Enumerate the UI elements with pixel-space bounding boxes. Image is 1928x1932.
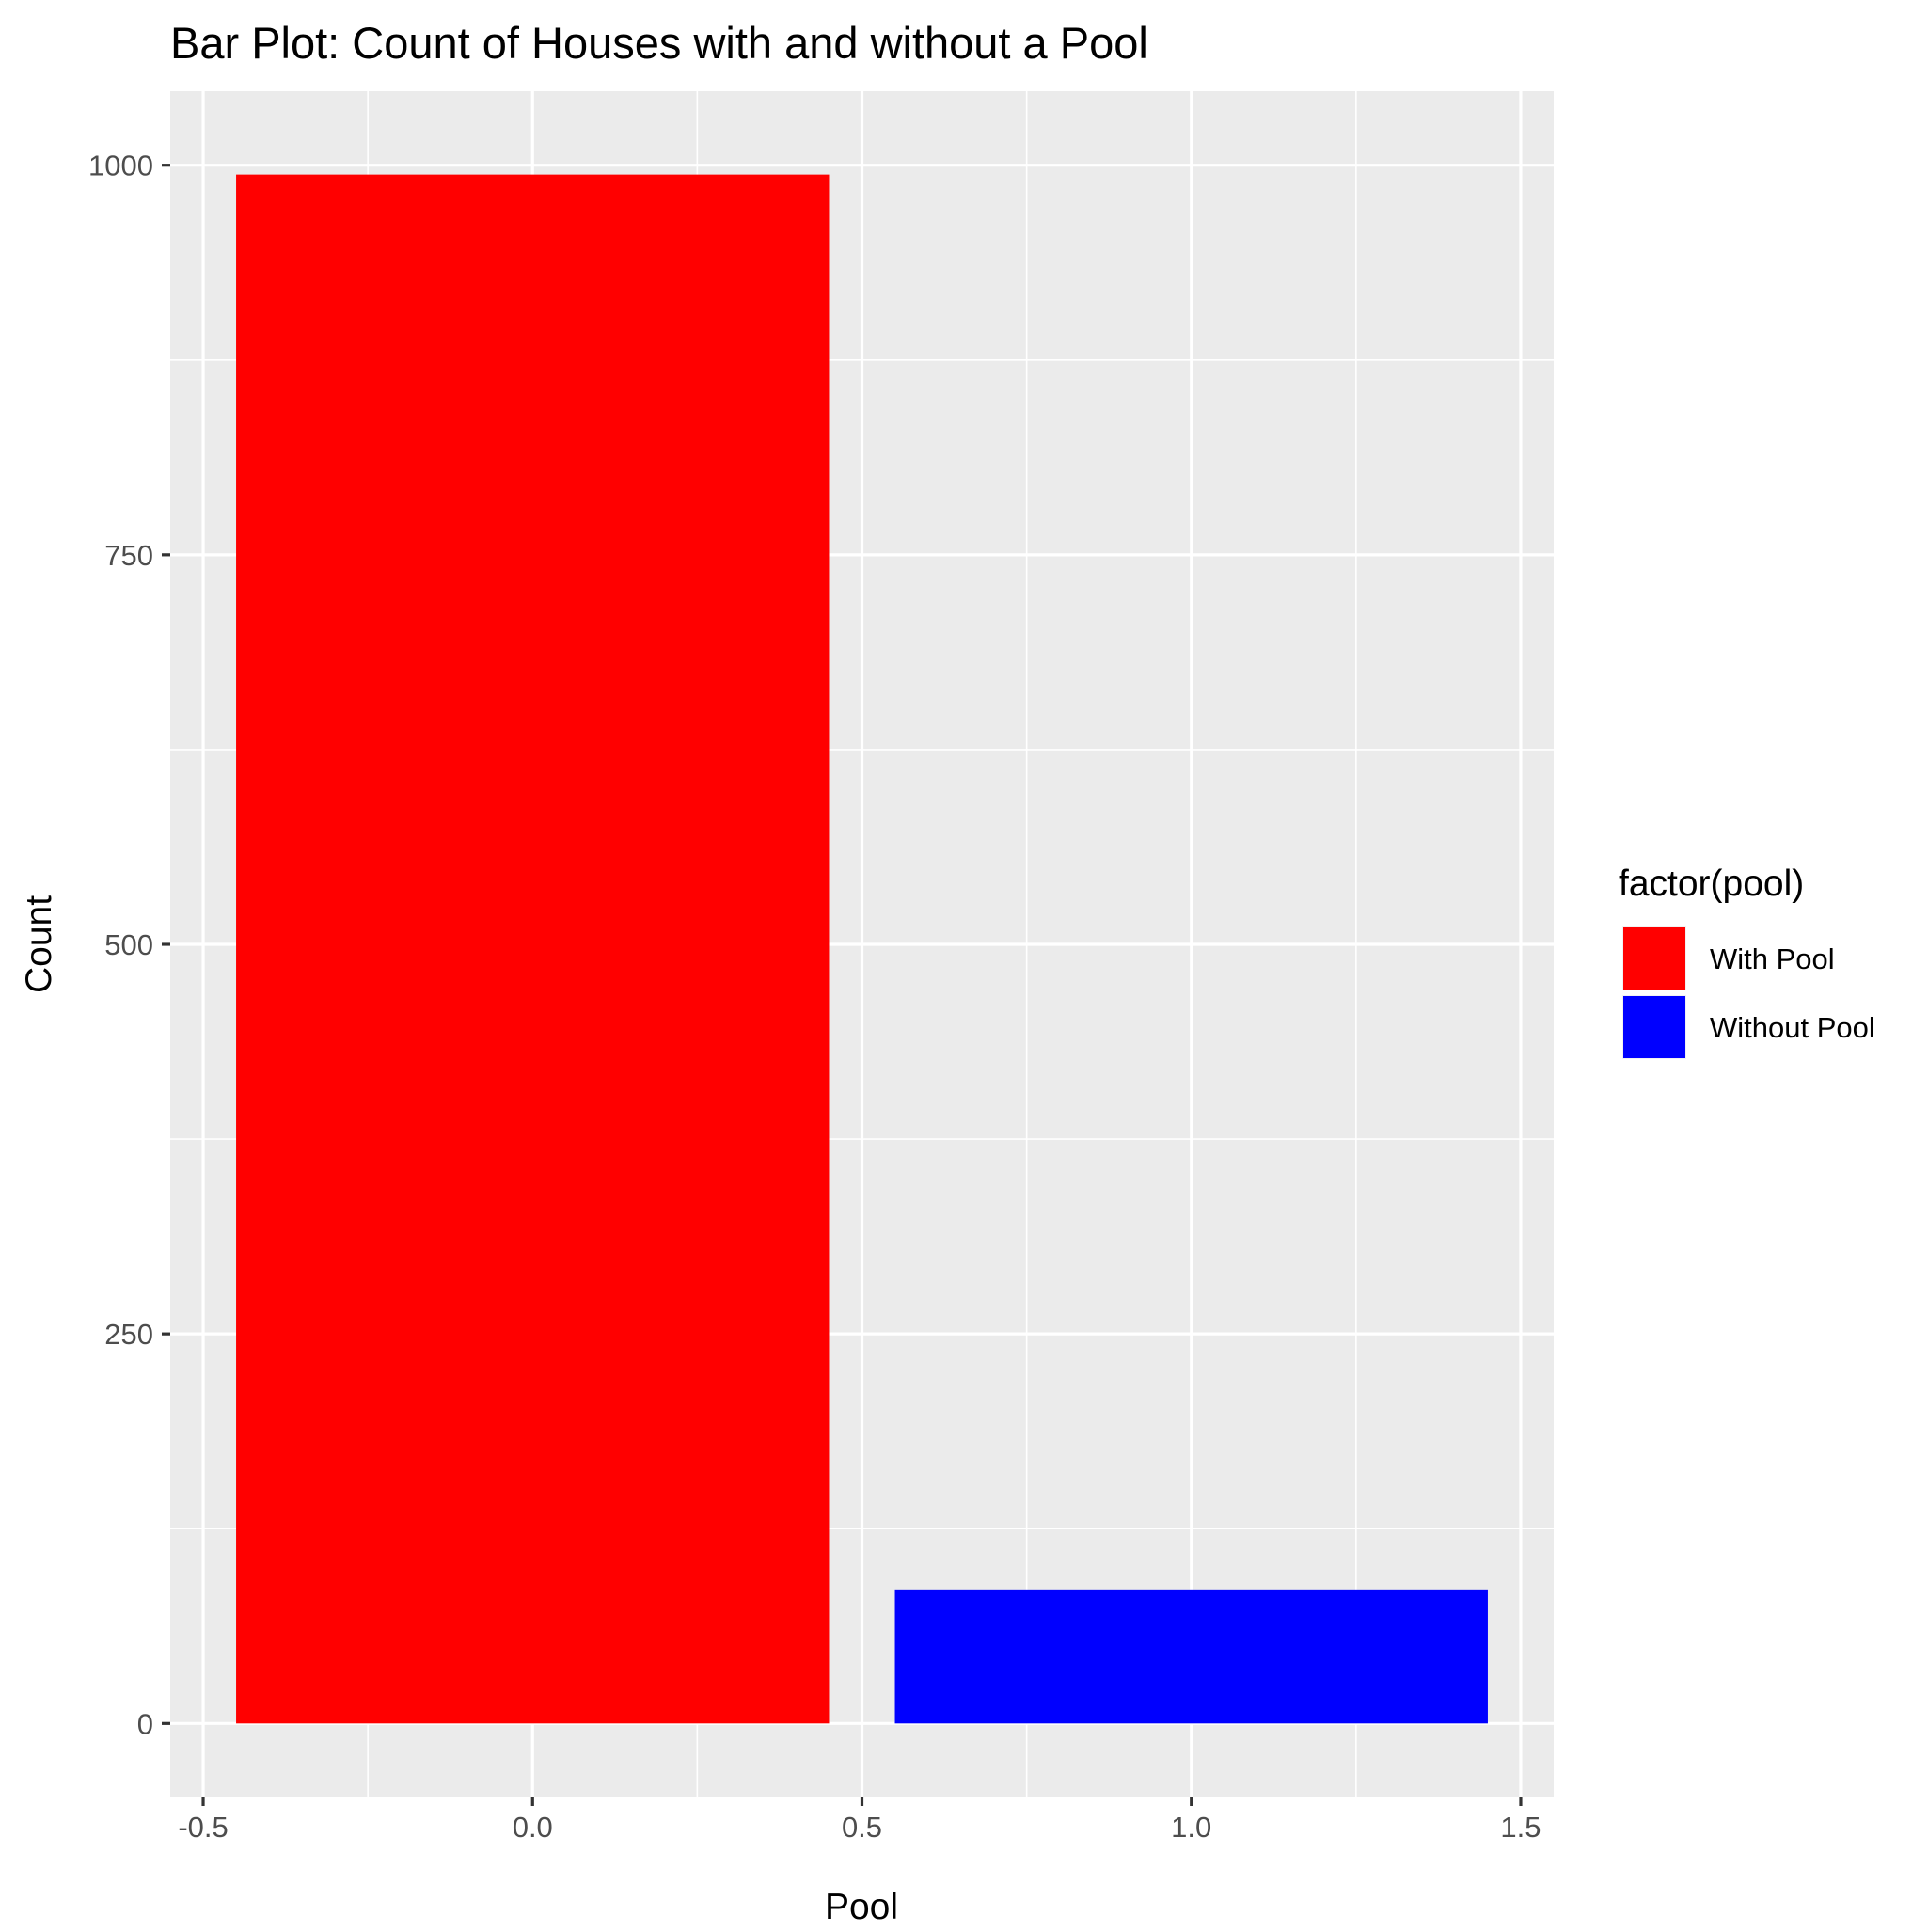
bar-with-pool bbox=[236, 174, 830, 1724]
legend-title: factor(pool) bbox=[1619, 863, 1804, 904]
legend: factor(pool) With Pool Without Pool bbox=[1619, 863, 1875, 1059]
x-axis: -0.5 0.0 0.5 1.0 1.5 bbox=[178, 1797, 1541, 1844]
x-tick-label: 1.0 bbox=[1171, 1811, 1211, 1844]
x-tick-label: -0.5 bbox=[178, 1811, 228, 1844]
x-tick-label: 0.0 bbox=[513, 1811, 553, 1844]
y-axis-title: Count bbox=[19, 895, 59, 993]
x-tick-label: 1.5 bbox=[1500, 1811, 1541, 1844]
x-axis-title: Pool bbox=[825, 1887, 898, 1927]
y-tick-label: 250 bbox=[104, 1318, 153, 1351]
x-tick-label: 0.5 bbox=[842, 1811, 882, 1844]
legend-label-without-pool: Without Pool bbox=[1710, 1011, 1875, 1044]
y-axis: 0 250 500 750 1000 bbox=[88, 150, 170, 1740]
bars bbox=[236, 174, 1488, 1724]
legend-swatch-without-pool bbox=[1623, 996, 1685, 1058]
legend-items: With Pool Without Pool bbox=[1622, 926, 1875, 1059]
chart-title: Bar Plot: Count of Houses with and witho… bbox=[170, 18, 1148, 68]
bar-without-pool bbox=[894, 1589, 1488, 1724]
legend-swatch-with-pool bbox=[1623, 927, 1685, 990]
y-tick-label: 0 bbox=[137, 1707, 153, 1740]
y-tick-label: 1000 bbox=[88, 150, 153, 182]
y-tick-label: 500 bbox=[104, 928, 153, 961]
legend-label-with-pool: With Pool bbox=[1710, 942, 1835, 975]
y-tick-label: 750 bbox=[104, 539, 153, 572]
